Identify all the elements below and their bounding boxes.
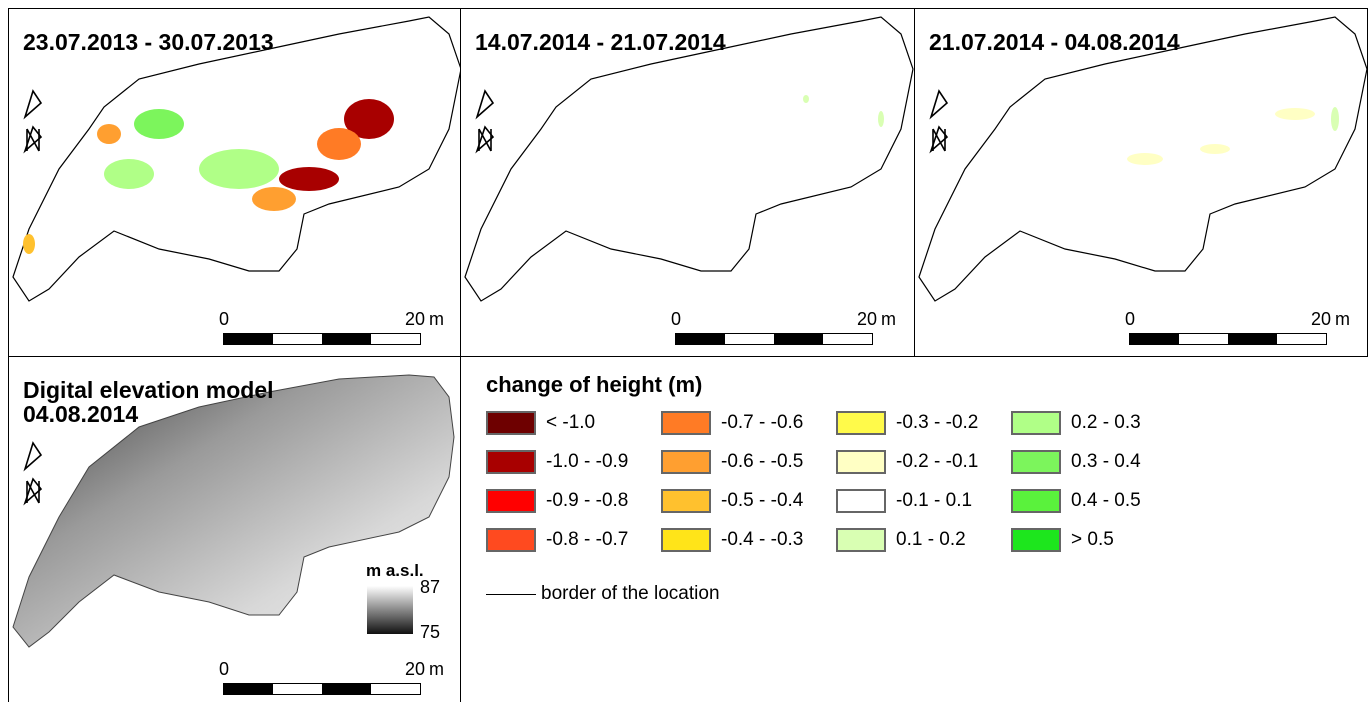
legend-item: > 0.5 xyxy=(1011,526,1114,554)
legend-item: 0.2 - 0.3 xyxy=(1011,409,1141,437)
legend-item: -0.1 - 0.1 xyxy=(836,487,972,515)
scale-zero: 0 xyxy=(219,309,230,329)
scale-bar: 0 20 m xyxy=(219,309,444,349)
legend-label: -0.9 - -0.8 xyxy=(546,490,629,511)
legend-panel: change of height (m) < -1.0 -1.0 - -0.9 -0… xyxy=(460,356,1368,702)
dem-title: Digital elevation model xyxy=(23,377,274,403)
legend-label: 0.1 - 0.2 xyxy=(896,529,966,550)
dem-colorbar xyxy=(367,586,413,634)
legend-item: -0.5 - -0.4 xyxy=(661,487,803,515)
legend-label: > 0.5 xyxy=(1071,529,1114,550)
legend-swatch xyxy=(486,450,536,474)
legend-title: change of height (m) xyxy=(486,372,703,397)
legend-label: -0.2 - -0.1 xyxy=(896,451,979,472)
legend-item: -0.2 - -0.1 xyxy=(836,448,978,476)
legend-item: -0.9 - -0.8 xyxy=(486,487,628,515)
scale-bar: 0 20 m xyxy=(219,659,444,699)
scale-end: 20 xyxy=(405,309,426,329)
legend-item: -0.8 - -0.7 xyxy=(486,526,628,554)
map-2014b xyxy=(918,16,1367,302)
legend-item: 0.4 - 0.5 xyxy=(1011,487,1141,515)
legend-label: -1.0 - -0.9 xyxy=(546,451,629,472)
dem-map xyxy=(12,374,455,648)
legend-item: < -1.0 xyxy=(486,409,595,437)
dem-max: 87 xyxy=(420,577,441,597)
legend-swatch xyxy=(1011,489,1061,513)
north-arrow-icon xyxy=(473,89,497,157)
legend-swatch xyxy=(486,528,536,552)
legend-label: -0.8 - -0.7 xyxy=(546,529,629,550)
map-2013 xyxy=(12,16,460,302)
legend-item: -0.6 - -0.5 xyxy=(661,448,803,476)
border-key: border of the location xyxy=(486,583,720,605)
legend-label: 0.4 - 0.5 xyxy=(1071,490,1141,511)
map-2014a xyxy=(464,16,914,302)
scale-bar: 0 20 m xyxy=(671,309,896,349)
legend-swatch xyxy=(836,489,886,513)
map-panel-2013: 23.07.2013 - 30.07.2013 0 20 m xyxy=(8,8,461,357)
border-label: border of the location xyxy=(541,583,720,604)
scale-unit: m xyxy=(429,309,444,329)
legend-label: -0.1 - 0.1 xyxy=(896,490,973,511)
legend-label: < -1.0 xyxy=(546,412,596,433)
legend-label: 0.3 - 0.4 xyxy=(1071,451,1141,472)
legend-label: -0.6 - -0.5 xyxy=(721,451,804,472)
legend-swatch xyxy=(661,411,711,435)
legend-label: -0.7 - -0.6 xyxy=(721,412,804,433)
dem-panel: Digital elevation model 04.08.2014 m a.s… xyxy=(8,356,461,702)
panel-title: 14.07.2014 - 21.07.2014 xyxy=(475,29,726,55)
legend-label: -0.3 - -0.2 xyxy=(896,412,979,433)
legend-swatch xyxy=(661,489,711,513)
legend-swatch xyxy=(836,411,886,435)
dem-units: m a.s.l. xyxy=(366,561,424,580)
legend-swatch xyxy=(486,489,536,513)
legend-swatch xyxy=(1011,450,1061,474)
map-panel-2014a: 14.07.2014 - 21.07.2014 0 20 m xyxy=(460,8,915,357)
legend-swatch xyxy=(836,528,886,552)
legend-swatch xyxy=(661,450,711,474)
legend-label: -0.4 - -0.3 xyxy=(721,529,804,550)
dem-min: 75 xyxy=(420,622,441,642)
map-panel-2014b: 21.07.2014 - 04.08.2014 0 20 m xyxy=(914,8,1368,357)
legend-item: 0.1 - 0.2 xyxy=(836,526,966,554)
legend-item: -0.4 - -0.3 xyxy=(661,526,803,554)
border-line-sample xyxy=(486,593,536,595)
north-arrow-icon xyxy=(927,89,951,157)
legend-item: -0.3 - -0.2 xyxy=(836,409,978,437)
dem-date: 04.08.2014 xyxy=(23,401,139,427)
legend-label: -0.5 - -0.4 xyxy=(721,490,804,511)
panel-title: 21.07.2014 - 04.08.2014 xyxy=(929,29,1180,55)
scale-bar: 0 20 m xyxy=(1125,309,1350,349)
legend-swatch xyxy=(1011,528,1061,552)
north-arrow-icon xyxy=(21,89,45,157)
legend-label: 0.2 - 0.3 xyxy=(1071,412,1141,433)
legend-swatch xyxy=(486,411,536,435)
legend-swatch xyxy=(836,450,886,474)
north-arrow-icon xyxy=(21,441,45,509)
legend-swatch xyxy=(661,528,711,552)
legend-swatch xyxy=(1011,411,1061,435)
panel-title: 23.07.2013 - 30.07.2013 xyxy=(23,29,274,55)
legend-item: -0.7 - -0.6 xyxy=(661,409,803,437)
legend-item: -1.0 - -0.9 xyxy=(486,448,628,476)
legend-item: 0.3 - 0.4 xyxy=(1011,448,1141,476)
